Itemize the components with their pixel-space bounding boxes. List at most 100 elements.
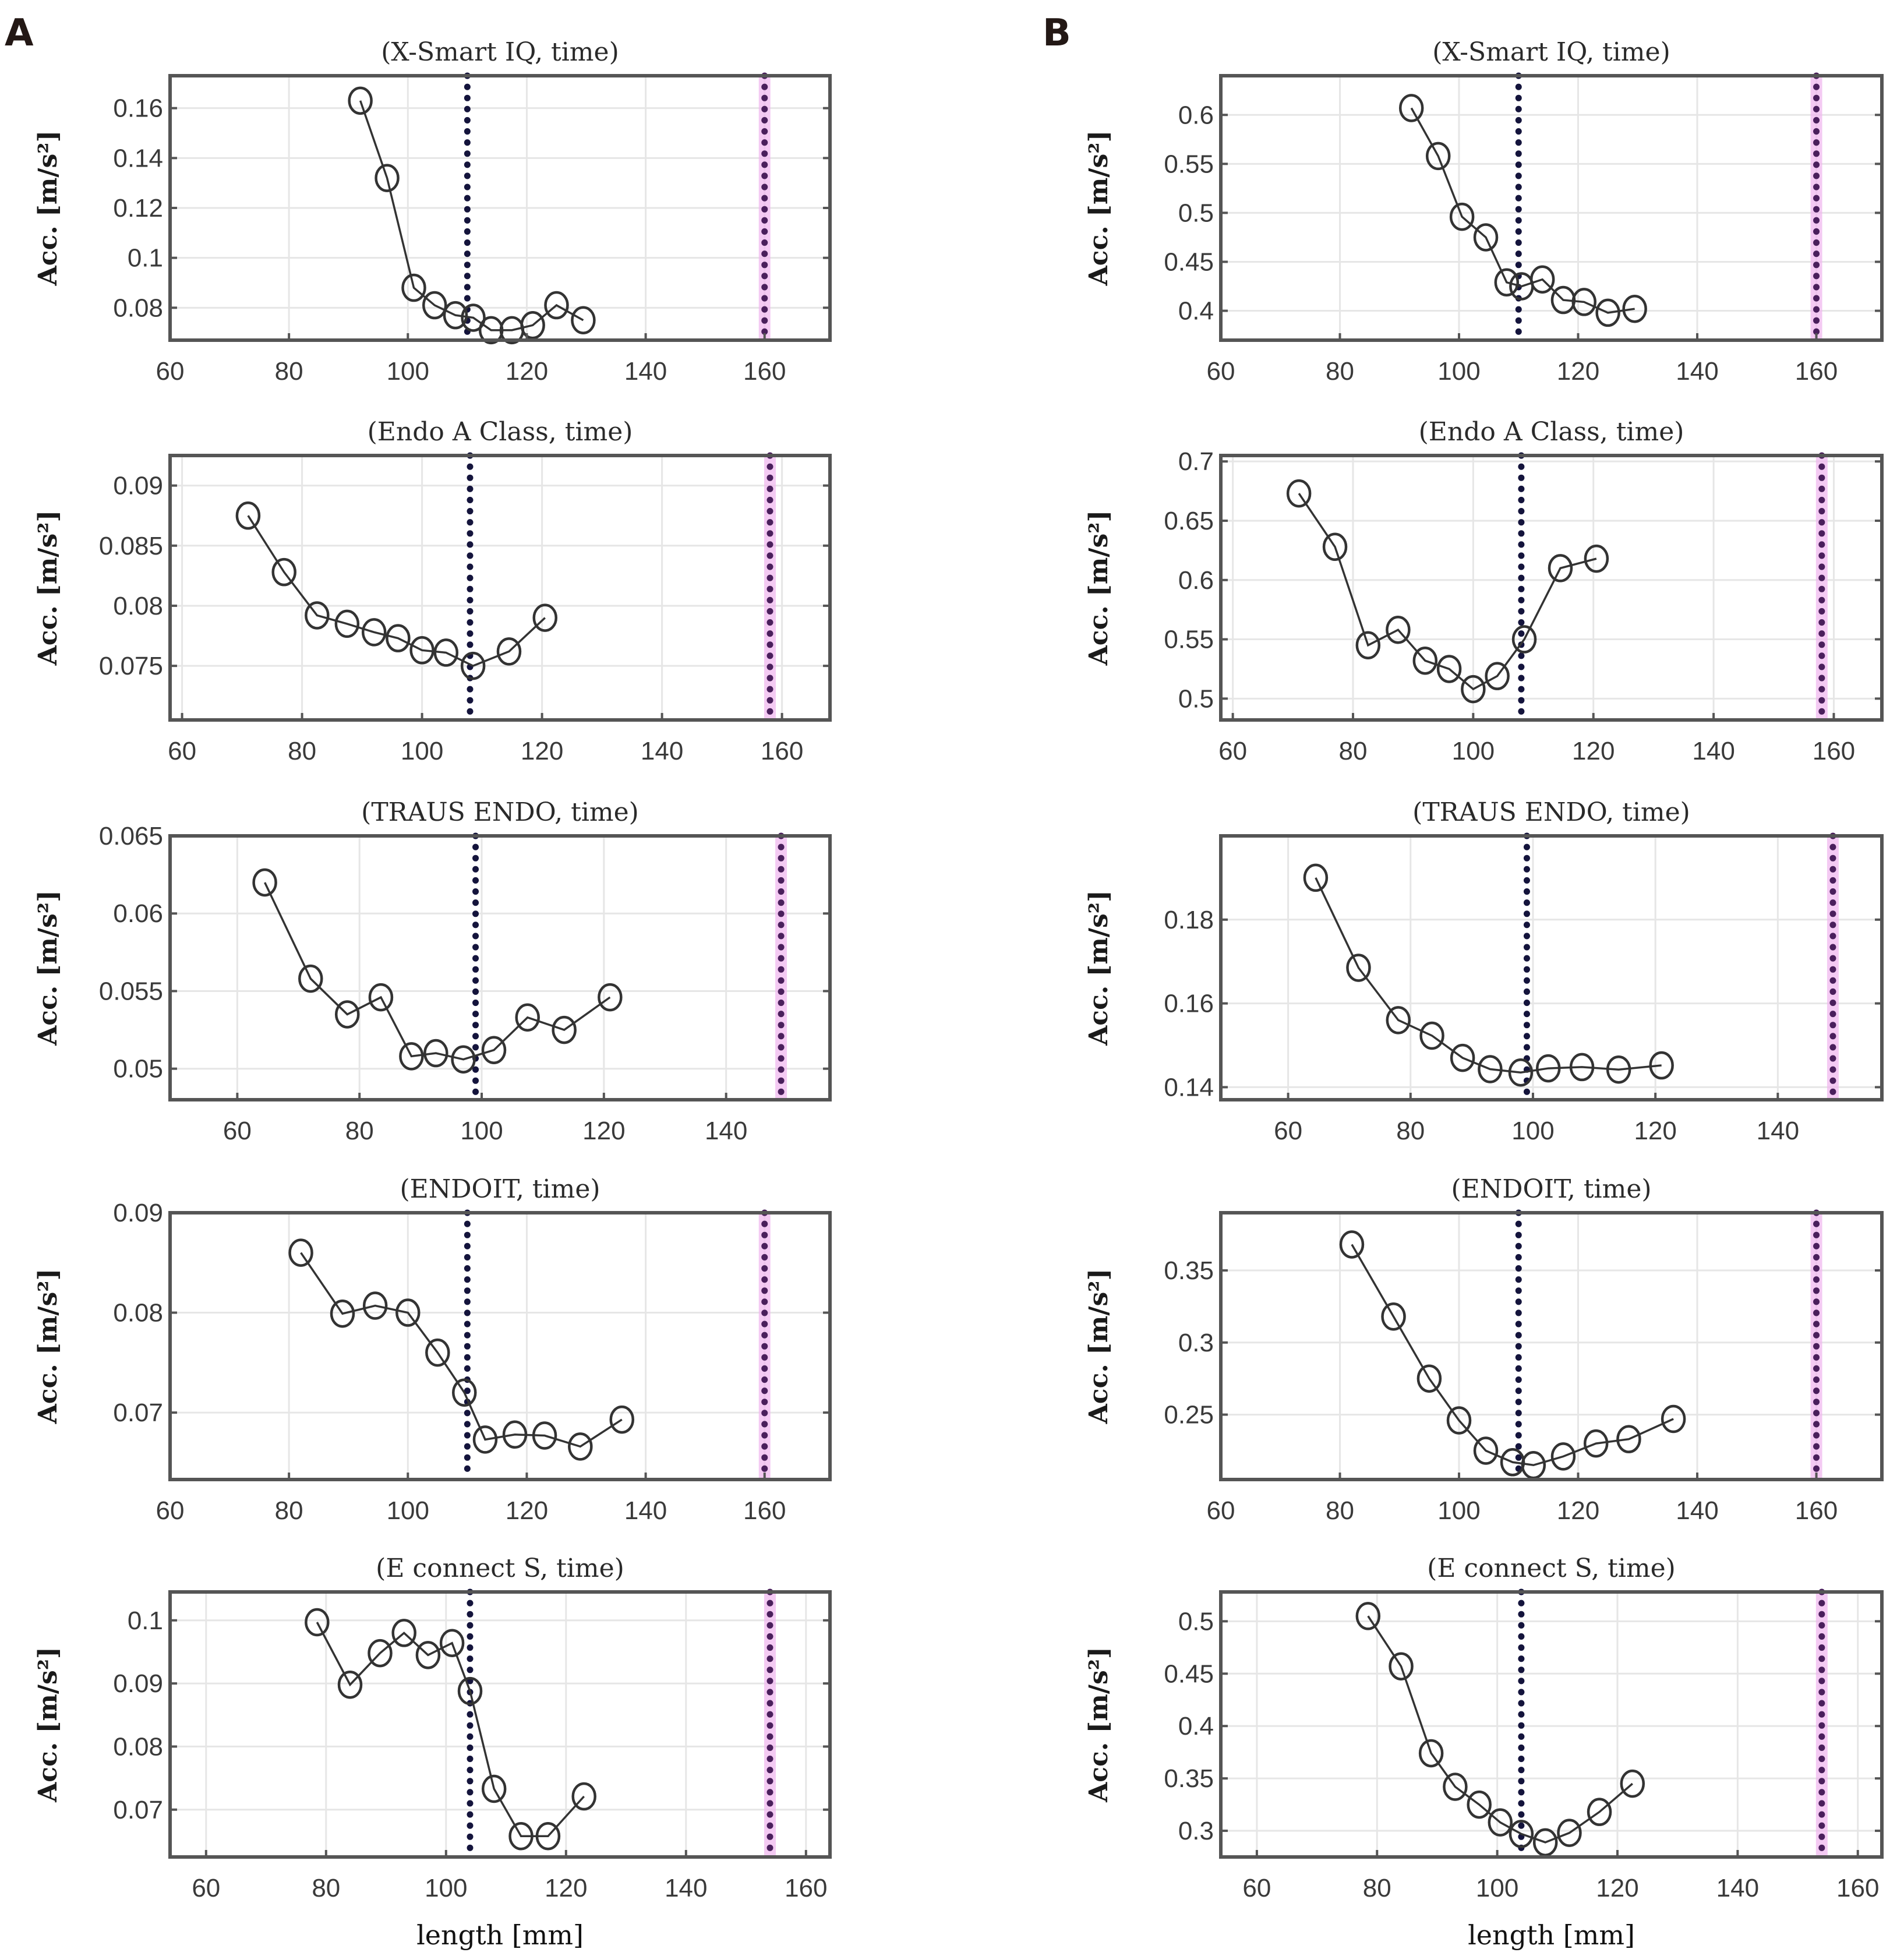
x-tick-label: 80 xyxy=(1396,1117,1425,1145)
x-tick-label: 100 xyxy=(1476,1874,1518,1902)
subplot-title: (X-Smart IQ, time) xyxy=(1432,37,1670,67)
x-tick-label: 160 xyxy=(1795,357,1838,386)
y-tick-label: 0.12 xyxy=(113,194,163,223)
x-tick-label: 140 xyxy=(1716,1874,1759,1902)
y-tick-label: 0.3 xyxy=(1178,1329,1214,1357)
data-point xyxy=(423,1039,448,1068)
axes-box xyxy=(1219,1211,1884,1481)
data-point xyxy=(535,1822,561,1851)
subplot-b5: 60 80 100 120 140 160 0.3 0.35 0.4 0.45 0.5 (E conn… xyxy=(1084,1553,1884,1951)
x-tick-label: 120 xyxy=(1634,1117,1676,1145)
y-tick-label: 0.07 xyxy=(113,1399,163,1427)
data-point xyxy=(348,86,373,115)
x-tick-label: 140 xyxy=(705,1117,747,1145)
y-tick-label: 0.09 xyxy=(113,1669,163,1698)
data-point xyxy=(502,1420,528,1449)
data-point xyxy=(1436,655,1462,683)
x-tick-label: 160 xyxy=(743,357,786,386)
data-point xyxy=(1584,544,1609,573)
subplot-a5: 60 80 100 120 140 160 0.07 0.08 0.09 0.1 (E connec… xyxy=(33,1553,832,1951)
data-point xyxy=(1398,94,1424,122)
data-point xyxy=(415,1641,441,1669)
data-point xyxy=(532,1421,557,1450)
subplot-title: (X-Smart IQ, time) xyxy=(381,37,619,67)
x-tick-label: 120 xyxy=(582,1117,625,1145)
data-point xyxy=(1595,298,1620,327)
data-point xyxy=(422,291,447,320)
subplot-title: (Endo A Class, time) xyxy=(1419,417,1684,447)
x-tick-label: 160 xyxy=(1795,1496,1838,1525)
y-tick-label: 0.35 xyxy=(1164,1764,1214,1793)
plots-container: 60 80 100 120 140 160 0.08 0.1 0.12 0.14 0.16 (X-Sm… xyxy=(33,37,1884,1951)
data-point xyxy=(1473,1436,1499,1465)
x-tick-label: 100 xyxy=(401,737,443,765)
axes-box xyxy=(1219,74,1884,342)
y-axis-label: Acc. [m/s²] xyxy=(33,510,63,666)
y-tick-label: 0.08 xyxy=(113,1299,163,1327)
x-tick-label: 140 xyxy=(1692,737,1735,765)
data-point xyxy=(1620,1769,1645,1798)
panel-label-b: B xyxy=(1043,12,1071,55)
axes-box xyxy=(168,1211,832,1481)
data-point xyxy=(368,1639,393,1668)
data-point xyxy=(1467,1790,1492,1819)
data-point xyxy=(1473,223,1499,252)
panel-label-a: A xyxy=(5,12,34,55)
data-point xyxy=(439,1629,465,1657)
data-point xyxy=(298,964,323,993)
subplot-a4: 60 80 100 120 140 160 0.07 0.08 0.09 (ENDOIT, tim… xyxy=(33,1174,832,1525)
x-tick-label: 60 xyxy=(1242,1874,1271,1902)
y-tick-label: 0.09 xyxy=(113,472,163,500)
data-point xyxy=(401,273,426,302)
subplot-b3: 60 80 100 120 140 0.14 0.16 0.18 (TRAUS ENDO, ti… xyxy=(1084,797,1884,1145)
y-axis-label: Acc. [m/s²] xyxy=(1084,510,1114,666)
series-line xyxy=(264,882,611,1061)
x-tick-label: 140 xyxy=(1676,1496,1718,1525)
data-point xyxy=(1571,288,1596,316)
x-tick-label: 120 xyxy=(1557,1496,1599,1525)
data-point xyxy=(481,1774,507,1803)
series-line xyxy=(1410,107,1635,314)
x-tick-label: 100 xyxy=(387,1496,429,1525)
data-point xyxy=(1661,1404,1686,1434)
data-point xyxy=(334,609,360,638)
data-point xyxy=(1389,1652,1414,1680)
series-line xyxy=(359,100,584,331)
y-tick-label: 0.08 xyxy=(113,1732,163,1761)
y-axis-label: Acc. [m/s²] xyxy=(1084,1269,1114,1425)
x-tick-label: 160 xyxy=(1836,1874,1879,1902)
data-point xyxy=(457,1676,483,1706)
x-tick-label: 140 xyxy=(1676,357,1718,386)
data-point xyxy=(1443,1773,1468,1801)
data-point xyxy=(1419,1021,1444,1050)
x-tick-label: 80 xyxy=(288,737,316,765)
x-tick-label: 60 xyxy=(1207,1496,1235,1525)
x-tick-label: 60 xyxy=(1274,1117,1302,1145)
subplot-title: (E connect S, time) xyxy=(376,1553,624,1583)
subplot-title: (E connect S, time) xyxy=(1427,1553,1676,1583)
data-point xyxy=(472,1425,498,1454)
data-point xyxy=(1494,268,1520,297)
x-tick-label: 140 xyxy=(624,357,667,386)
y-tick-label: 0.6 xyxy=(1178,566,1214,595)
y-tick-label: 0.09 xyxy=(113,1199,163,1227)
data-point xyxy=(337,1671,363,1699)
data-point xyxy=(305,1608,330,1637)
data-point xyxy=(1583,1429,1609,1458)
data-point xyxy=(1511,625,1537,654)
x-tick-label: 140 xyxy=(624,1496,667,1525)
y-axis-label: Acc. [m/s²] xyxy=(1084,130,1114,287)
axes-box xyxy=(1219,834,1884,1101)
subplot-a1: 60 80 100 120 140 160 0.08 0.1 0.12 0.14 0.16 (X-Sm… xyxy=(33,37,832,386)
data-point xyxy=(433,638,459,667)
series-line xyxy=(1298,493,1597,691)
x-tick-label: 80 xyxy=(275,1496,303,1525)
x-tick-label: 80 xyxy=(312,1874,340,1902)
y-tick-label: 0.055 xyxy=(99,977,163,1005)
data-point xyxy=(1478,1055,1503,1083)
data-point xyxy=(235,501,261,530)
x-tick-label: 80 xyxy=(1326,357,1354,386)
x-tick-label: 140 xyxy=(1757,1117,1799,1145)
data-point xyxy=(1535,1054,1561,1083)
